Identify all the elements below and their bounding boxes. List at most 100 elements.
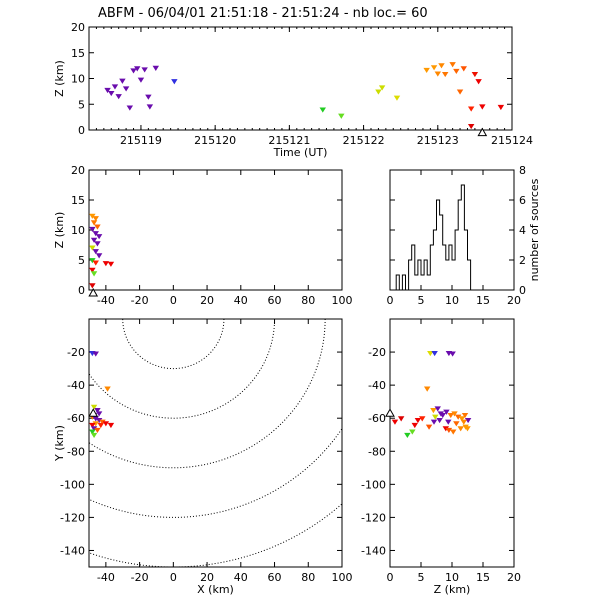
- y-tick-label: 2: [519, 254, 526, 267]
- source-point: [409, 429, 416, 435]
- y-tick-label: 6: [519, 194, 526, 207]
- source-point: [414, 417, 422, 424]
- source-point: [90, 404, 98, 410]
- x-tick-label: -20: [131, 294, 149, 307]
- source-point: [319, 107, 326, 113]
- points: [89, 213, 115, 289]
- source-point: [425, 424, 433, 430]
- source-point: [475, 79, 482, 85]
- source-point: [479, 104, 486, 110]
- points: [391, 350, 472, 438]
- x-axis-label: Time (UT): [273, 146, 328, 159]
- y-tick-label: 15: [71, 194, 85, 207]
- source-point: [107, 422, 115, 429]
- source-point: [449, 351, 456, 357]
- y-axis-label: number of sources: [528, 178, 541, 281]
- source-point: [438, 63, 445, 69]
- x-tick-label: 80: [301, 571, 315, 584]
- station-triangle-icon: [88, 287, 99, 297]
- x-tick-label: 215122: [343, 134, 385, 147]
- points: [104, 62, 505, 130]
- source-point: [90, 271, 98, 277]
- source-point: [90, 220, 98, 226]
- x-axis-label: X (km): [197, 583, 234, 596]
- x-tick-label: 0: [170, 571, 177, 584]
- range-rings: [89, 319, 342, 567]
- source-point: [430, 419, 438, 425]
- y-tick-label: 15: [71, 47, 85, 60]
- source-point: [427, 350, 434, 357]
- points: [89, 350, 115, 438]
- x-tick-label: 0: [387, 571, 394, 584]
- x-tick-label: 20: [200, 571, 214, 584]
- source-point: [104, 386, 111, 392]
- source-point: [432, 414, 439, 420]
- source-point: [111, 84, 119, 90]
- source-point: [391, 419, 399, 425]
- y-tick-label: 0: [519, 284, 526, 297]
- x-tick-label: 20: [507, 294, 521, 307]
- x-tick-label: 100: [332, 571, 353, 584]
- source-point: [107, 261, 115, 267]
- x-tick-label: 10: [445, 571, 459, 584]
- source-point: [430, 408, 437, 414]
- source-point: [423, 386, 431, 392]
- source-point: [119, 78, 126, 84]
- source-point: [89, 267, 96, 273]
- source-point: [457, 426, 464, 432]
- source-point: [464, 417, 472, 424]
- source-point: [453, 421, 460, 427]
- source-point: [461, 412, 469, 419]
- source-point: [126, 105, 134, 111]
- x-tick-label: 215121: [268, 134, 310, 147]
- x-tick-label: 215124: [491, 134, 533, 147]
- source-point: [108, 91, 115, 97]
- source-point: [94, 427, 101, 434]
- source-point: [445, 419, 452, 425]
- y-tick-label: -20: [368, 346, 386, 359]
- x-tick-label: 10: [445, 294, 459, 307]
- x-tick-label: 0: [387, 294, 394, 307]
- source-point: [94, 224, 101, 230]
- y-tick-label: -100: [60, 478, 85, 491]
- figure-title: ABFM - 06/04/01 21:51:18 - 21:51:24 - nb…: [98, 6, 428, 21]
- source-point: [92, 260, 99, 266]
- x-tick-label: 215119: [120, 134, 162, 147]
- y-axis-label: Z (km): [53, 60, 66, 97]
- y-tick-label: -100: [361, 478, 386, 491]
- x-tick-label: 5: [418, 571, 425, 584]
- x-tick-label: 40: [234, 294, 248, 307]
- source-point: [451, 411, 458, 417]
- source-point: [115, 94, 122, 100]
- source-point: [445, 427, 453, 434]
- height-y-frame: [389, 318, 515, 568]
- source-point: [434, 406, 441, 412]
- source-point: [130, 68, 137, 74]
- source-point: [436, 417, 443, 424]
- source-point: [393, 95, 401, 101]
- source-point: [467, 106, 475, 112]
- y-tick-label: 10: [71, 73, 85, 86]
- y-tick-label: -120: [361, 511, 386, 524]
- source-point: [104, 87, 111, 94]
- source-point: [447, 412, 454, 419]
- station-triangle-icon: [88, 408, 99, 417]
- x-tick-label: -20: [131, 571, 149, 584]
- x-tick-label: 20: [200, 294, 214, 307]
- source-point: [94, 241, 101, 247]
- source-point: [423, 67, 430, 73]
- source-point: [375, 89, 382, 95]
- y-tick-label: -80: [67, 445, 85, 458]
- x-tick-label: 15: [476, 571, 490, 584]
- source-point: [464, 426, 471, 432]
- source-point: [95, 234, 103, 240]
- source-point: [430, 65, 438, 71]
- y-tick-label: 0: [78, 284, 85, 297]
- x-tick-label: 20: [507, 571, 521, 584]
- x-tick-label: 60: [268, 571, 282, 584]
- y-tick-label: 10: [71, 224, 85, 237]
- source-point: [102, 421, 110, 427]
- source-point: [378, 85, 386, 91]
- source-point: [90, 432, 98, 438]
